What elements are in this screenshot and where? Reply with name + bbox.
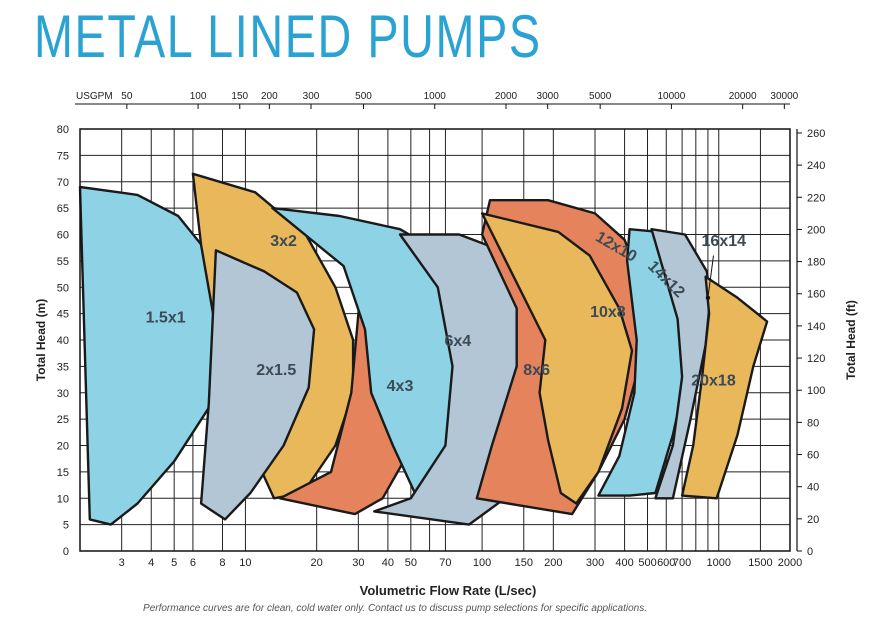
x-tick-label: 400 — [615, 557, 633, 569]
x-tick-label: 700 — [673, 557, 691, 569]
x-axis-title: Volumetric Flow Rate (L/sec) — [360, 583, 537, 598]
x-tick-label: 20 — [311, 557, 323, 569]
x-tick-label: 8 — [219, 557, 225, 569]
curve-2x1.5 — [199, 249, 316, 521]
footnote: Performance curves are for clean, cold w… — [143, 603, 647, 614]
x-tick-label: 10 — [239, 557, 251, 569]
x-tick-label: 5 — [171, 557, 177, 569]
y-tick-label: 40 — [57, 335, 69, 347]
top-tick-label: 10000 — [658, 91, 686, 102]
top-tick-label: 1000 — [424, 91, 447, 102]
x-tick-label: 40 — [382, 557, 394, 569]
top-tick-label: 5000 — [589, 91, 612, 102]
pump-curves — [78, 172, 769, 526]
x-tick-label: 1000 — [707, 557, 731, 569]
plot-frame — [79, 128, 791, 552]
y-tick-label: 35 — [57, 361, 69, 373]
label-16x14-leader — [707, 255, 714, 298]
top-tick-label: 200 — [261, 91, 278, 102]
y-tick-label: 60 — [57, 230, 69, 242]
x-tick-label: 3 — [119, 557, 125, 569]
y-tick-label: 20 — [57, 441, 69, 453]
right-tick-label: 40 — [807, 482, 819, 494]
top-tick-label: 20000 — [729, 91, 757, 102]
x-tick-label: 100 — [473, 557, 491, 569]
right-tick-label: 140 — [807, 321, 825, 333]
label-16x14: 16x14 — [702, 233, 747, 250]
y-tick-label: 0 — [63, 546, 69, 558]
label-6x4: 6x4 — [445, 333, 472, 350]
top-tick-label: 2000 — [495, 91, 518, 102]
right-tick-label: 0 — [807, 546, 813, 558]
pump-performance-chart: USGPM 50 100 150 200 300 500 1000 2000 3000 5000 10… — [34, 91, 858, 598]
y-tick-label: 50 — [57, 282, 69, 294]
label-4x3: 4x3 — [387, 378, 414, 395]
axes: USGPM 50 100 150 200 300 500 1000 2000 3000 5000 10… — [34, 91, 858, 598]
label-10x8: 10x8 — [590, 304, 626, 321]
label-8x6: 8x6 — [523, 362, 550, 379]
right-tick-label: 20 — [807, 514, 819, 526]
right-tick-label: 120 — [807, 353, 825, 365]
right-tick-label: 200 — [807, 224, 825, 236]
x-tick-label: 300 — [586, 557, 604, 569]
top-tick-label: 150 — [231, 91, 248, 102]
top-tick-label: 30000 — [770, 91, 798, 102]
x-tick-label: 6 — [190, 557, 196, 569]
label-1.5x1: 1.5x1 — [146, 309, 186, 326]
label-20x18: 20x18 — [691, 373, 736, 390]
y-tick-label: 65 — [57, 203, 69, 215]
label-3x2: 3x2 — [270, 233, 297, 250]
right-tick-label: 60 — [807, 450, 819, 462]
x-tick-label: 4 — [148, 557, 154, 569]
top-tick-label: 300 — [303, 91, 320, 102]
y-tick-label: 80 — [57, 124, 69, 136]
y-tick-label: 30 — [57, 388, 69, 400]
x-tick-label: 200 — [544, 557, 562, 569]
curve-10x8 — [480, 212, 634, 505]
right-tick-label: 260 — [807, 128, 825, 140]
x-tick-label: 500 — [638, 557, 656, 569]
y-tick-label: 10 — [57, 493, 69, 505]
y-tick-label: 75 — [57, 150, 69, 162]
right-tick-label: 240 — [807, 160, 825, 172]
y-tick-label: 5 — [63, 520, 69, 532]
x-tick-label: 50 — [405, 557, 417, 569]
top-tick-label: 3000 — [537, 91, 560, 102]
y-tick-label: 55 — [57, 256, 69, 268]
x-tick-label: 2000 — [778, 557, 802, 569]
top-axis-label: USGPM — [76, 91, 113, 102]
y2-axis-title: Total Head (ft) — [844, 300, 858, 380]
right-tick-label: 80 — [807, 417, 819, 429]
top-tick-label: 50 — [121, 91, 133, 102]
y-tick-label: 45 — [57, 309, 69, 321]
y-tick-label: 15 — [57, 467, 69, 479]
page-title: METAL LINED PUMPS — [34, 3, 542, 70]
right-tick-label: 160 — [807, 289, 825, 301]
x-tick-label: 150 — [515, 557, 533, 569]
y-tick-label: 25 — [57, 414, 69, 426]
chart-frame — [79, 128, 791, 552]
curve-16x14 — [650, 228, 712, 500]
x-tick-label: 30 — [352, 557, 364, 569]
right-tick-label: 220 — [807, 192, 825, 204]
y-tick-label: 70 — [57, 177, 69, 189]
right-tick-label: 180 — [807, 257, 825, 269]
x-tick-label: 70 — [439, 557, 451, 569]
right-tick-label: 100 — [807, 385, 825, 397]
top-tick-label: 100 — [190, 91, 207, 102]
x-tick-label: 600 — [657, 557, 675, 569]
curve-20x18 — [680, 275, 769, 500]
top-tick-label: 500 — [355, 91, 372, 102]
y-axis-title: Total Head (m) — [34, 299, 48, 381]
x-tick-label: 1500 — [748, 557, 772, 569]
label-2x1.5: 2x1.5 — [256, 362, 296, 379]
